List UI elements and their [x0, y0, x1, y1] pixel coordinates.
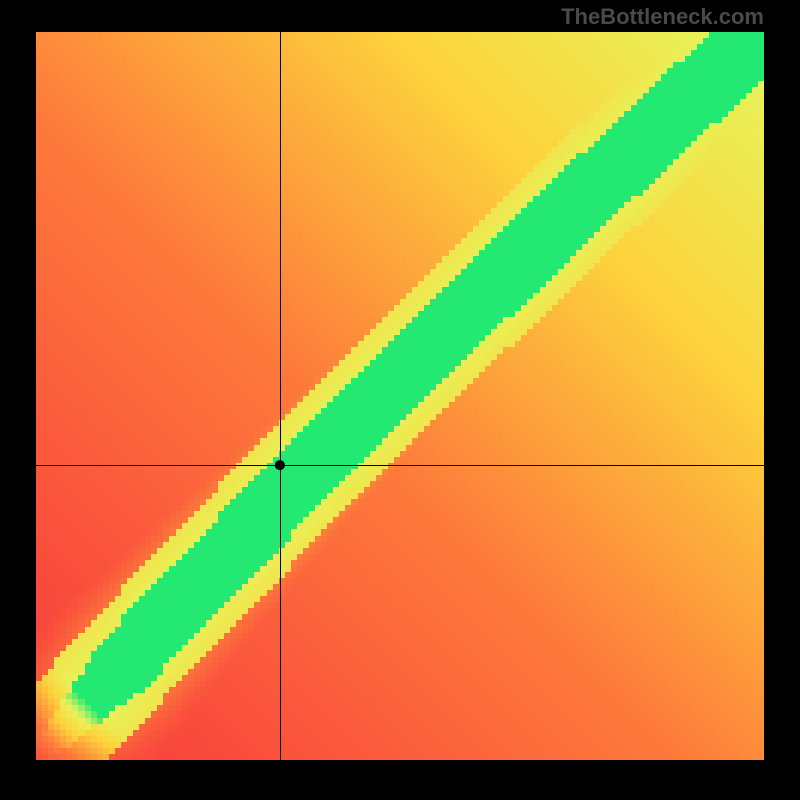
attribution-text: TheBottleneck.com — [561, 4, 764, 30]
bottleneck-heatmap — [36, 32, 764, 760]
